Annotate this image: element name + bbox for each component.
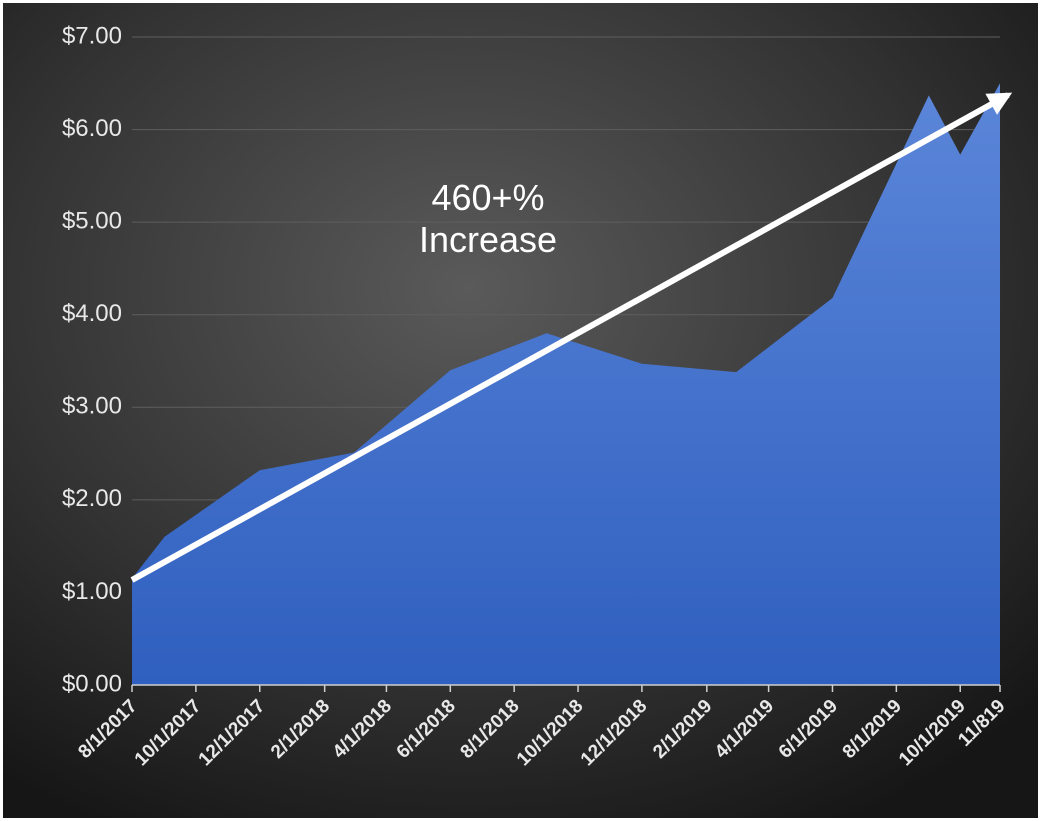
y-tick-label: $6.00 xyxy=(62,115,122,142)
y-tick-label: $5.00 xyxy=(62,207,122,234)
area xyxy=(132,83,1000,686)
y-tick-label: $0.00 xyxy=(62,670,122,697)
y-tick-label: $3.00 xyxy=(62,393,122,420)
y-tick-label: $1.00 xyxy=(62,578,122,605)
annotation: Increase xyxy=(419,219,557,260)
y-tick-label: $2.00 xyxy=(62,485,122,512)
y-tick-label: $7.00 xyxy=(62,22,122,49)
annotation: 460+% xyxy=(431,177,544,218)
trend-arrow xyxy=(130,92,1013,583)
y-tick-label: $4.00 xyxy=(62,300,122,327)
